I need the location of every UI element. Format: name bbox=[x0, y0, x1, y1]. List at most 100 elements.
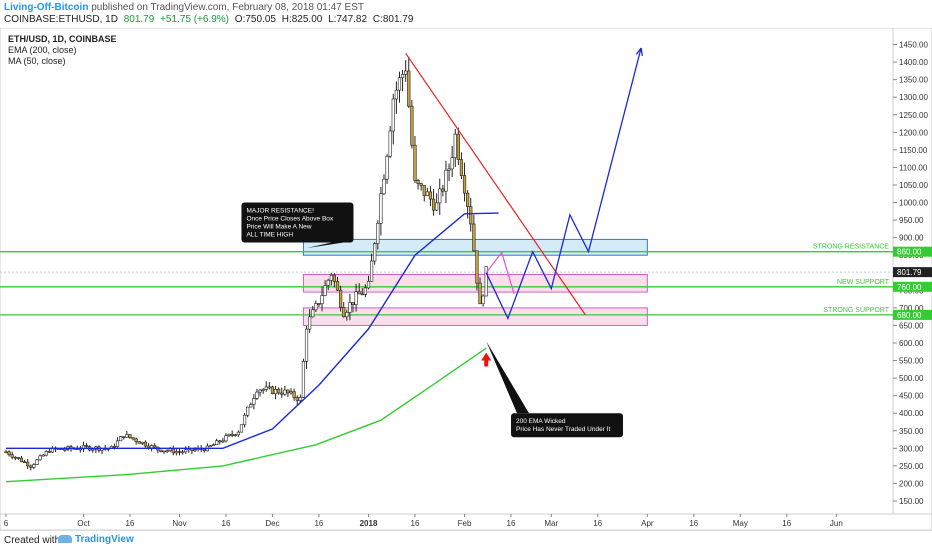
candle-body bbox=[84, 445, 89, 447]
candle-body bbox=[177, 451, 182, 453]
candle-body bbox=[215, 440, 219, 445]
candle-body bbox=[134, 438, 138, 442]
footer: Created with TradingView bbox=[0, 530, 932, 551]
callout-text: Once Price Closes Above Box bbox=[246, 216, 333, 223]
last-price: 801.79 bbox=[123, 14, 155, 25]
projection-alt-path bbox=[485, 251, 515, 294]
level-value-label: 760.00 bbox=[897, 283, 922, 292]
legend-title: ETH/USD, 1D, COINBASE bbox=[8, 34, 117, 44]
y-tick-label: 500.00 bbox=[899, 374, 924, 383]
last-price-label: 801.79 bbox=[897, 268, 922, 277]
x-tick-label: Dec bbox=[265, 519, 279, 528]
candle-body bbox=[10, 454, 14, 458]
candle-body bbox=[16, 457, 20, 459]
candle-body bbox=[221, 440, 225, 443]
candle-body bbox=[159, 449, 163, 452]
plot-frame bbox=[0, 28, 894, 515]
y-tick-label: 1000.00 bbox=[899, 199, 928, 208]
candle-body bbox=[363, 287, 367, 295]
candle-body bbox=[255, 391, 259, 399]
candle-body bbox=[410, 105, 414, 146]
x-tick-label: Nov bbox=[172, 519, 186, 528]
candle-body bbox=[314, 303, 318, 311]
candle-body bbox=[208, 445, 213, 448]
legend-ema: EMA (200, close) bbox=[8, 45, 77, 55]
candle-body bbox=[435, 202, 439, 211]
x-tick-label: 16 bbox=[314, 519, 323, 528]
candle-body bbox=[286, 389, 290, 394]
candle-body bbox=[413, 144, 417, 181]
candle-body bbox=[19, 457, 24, 463]
candle-body bbox=[447, 168, 451, 171]
legend-ma: MA (50, close) bbox=[8, 56, 66, 66]
candle-body bbox=[44, 451, 48, 456]
tradingview-brand: TradingView bbox=[75, 534, 134, 545]
candle-body bbox=[202, 449, 206, 452]
candle-body bbox=[425, 191, 429, 196]
ema-200-line bbox=[5, 347, 487, 483]
ema-touch-arrow-icon bbox=[481, 352, 492, 367]
chart-legend: ETH/USD, 1D, COINBASE EMA (200, close) M… bbox=[8, 34, 117, 67]
candle-body bbox=[431, 198, 436, 211]
candle-body bbox=[376, 223, 380, 244]
x-tick-label: 2018 bbox=[360, 519, 378, 528]
candle-body bbox=[462, 175, 467, 194]
x-tick-label: 16 bbox=[411, 519, 420, 528]
candle-body bbox=[456, 133, 460, 160]
symbol-line: COINBASE:ETHUSD, 1D bbox=[4, 14, 118, 25]
y-tick-label: 700.00 bbox=[899, 304, 924, 313]
candle-body bbox=[453, 133, 457, 158]
candle-body bbox=[323, 285, 327, 296]
candle-body bbox=[289, 391, 293, 394]
candle-body bbox=[38, 455, 42, 461]
candle-body bbox=[459, 159, 464, 176]
candle-body bbox=[385, 156, 389, 180]
candle-body bbox=[26, 461, 30, 467]
candle-body bbox=[348, 302, 352, 313]
tradingview-link[interactable]: TradingView bbox=[58, 534, 134, 545]
candle-body bbox=[419, 183, 423, 186]
candle-body bbox=[258, 389, 262, 393]
level-value-label: 680.00 bbox=[897, 311, 922, 320]
candle-body bbox=[131, 437, 135, 440]
candle-body bbox=[230, 433, 234, 436]
candle-body bbox=[264, 386, 268, 390]
candle-body bbox=[397, 77, 402, 91]
candle-body bbox=[441, 188, 445, 192]
y-tick-label: 600.00 bbox=[899, 339, 924, 348]
price-chart[interactable]: 150.00 200.00 250.00 300.00 350.00 400.00 450.… bbox=[0, 28, 932, 530]
candle-body bbox=[239, 424, 244, 433]
candle-body bbox=[171, 448, 175, 454]
candle-body bbox=[22, 461, 27, 464]
candle-body bbox=[122, 436, 126, 438]
x-tick-label: 16 bbox=[222, 519, 231, 528]
candle-body bbox=[270, 386, 275, 394]
candle-body bbox=[478, 282, 482, 305]
candle-body bbox=[472, 223, 476, 252]
candle-body bbox=[78, 448, 82, 451]
y-tick-label: 1250.00 bbox=[899, 111, 928, 120]
callout-text: Price Will Make A New bbox=[246, 224, 311, 231]
close-value: C:801.79 bbox=[372, 14, 414, 25]
candle-body bbox=[326, 279, 330, 286]
candle-body bbox=[304, 328, 309, 362]
candle-body bbox=[283, 389, 287, 395]
callout-text: 200 EMA Wicked bbox=[516, 418, 566, 425]
candle-body bbox=[332, 274, 337, 282]
x-tick-label: 6 bbox=[4, 519, 9, 528]
level-value-label: 860.00 bbox=[897, 248, 922, 257]
candle-body bbox=[416, 180, 420, 184]
candle-body bbox=[345, 312, 349, 318]
y-tick-label: 450.00 bbox=[899, 392, 924, 401]
author-link[interactable]: Living-Off-Bitcoin bbox=[4, 2, 89, 13]
publish-line: Living-Off-Bitcoin published on TradingV… bbox=[4, 2, 364, 13]
candle-body bbox=[394, 89, 398, 100]
candle-body bbox=[339, 289, 343, 308]
candle-body bbox=[29, 465, 33, 468]
candle-body bbox=[428, 191, 433, 200]
candle-body bbox=[249, 404, 253, 408]
candle-body bbox=[150, 445, 154, 449]
candle-body bbox=[354, 291, 358, 305]
candle-body bbox=[119, 436, 123, 442]
y-tick-label: 350.00 bbox=[899, 427, 924, 436]
